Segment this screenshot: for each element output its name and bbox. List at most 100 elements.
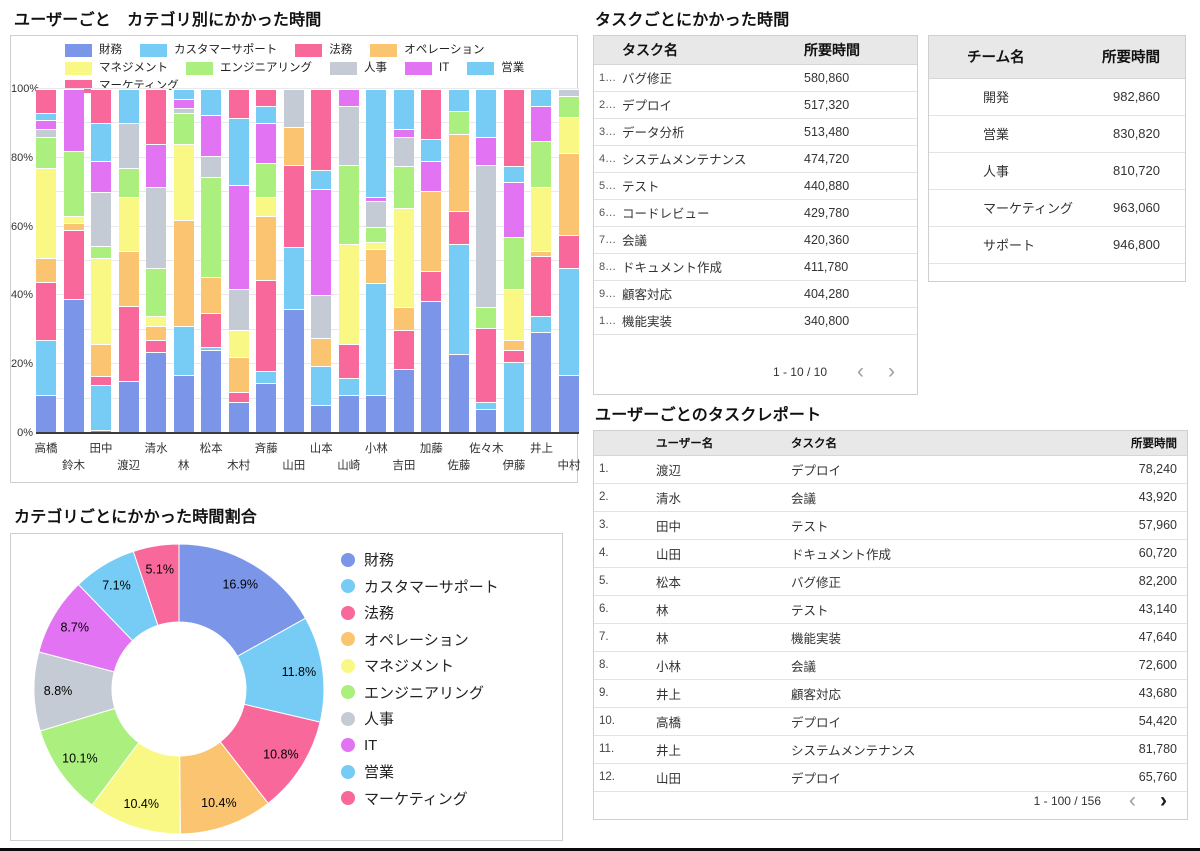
bar-segment-財務[interactable] [393, 369, 414, 433]
bar-segment-マーケティング[interactable] [256, 89, 277, 107]
bar-segment-IT[interactable] [228, 185, 249, 289]
bar-segment-法務[interactable] [531, 255, 552, 317]
bar-segment-エンジニアリング[interactable] [256, 163, 277, 198]
bar-segment-営業[interactable] [311, 169, 332, 189]
bar-segment-IT[interactable] [421, 161, 442, 191]
stacked-bar-伊藤[interactable] [503, 89, 524, 433]
bar-segment-マネジメント[interactable] [558, 116, 579, 153]
bar-segment-カスタマーサポート[interactable] [476, 402, 497, 409]
bar-segment-営業[interactable] [476, 89, 497, 138]
bar-segment-オペレーション[interactable] [36, 257, 56, 282]
bar-segment-マネジメント[interactable] [63, 216, 84, 224]
bar-segment-カスタマーサポート[interactable] [366, 283, 387, 396]
bar-segment-カスタマーサポート[interactable] [283, 247, 304, 310]
bar-segment-営業[interactable] [228, 118, 249, 186]
bar-segment-カスタマーサポート[interactable] [201, 347, 222, 351]
bar-segment-営業[interactable] [256, 106, 277, 124]
bar-segment-オペレーション[interactable] [366, 248, 387, 284]
bar-segment-エンジニアリング[interactable] [366, 226, 387, 243]
bar-segment-IT[interactable] [476, 137, 497, 165]
legend-item-人事[interactable]: 人事 [341, 707, 499, 731]
bar-segment-営業[interactable] [393, 89, 414, 129]
bar-segment-法務[interactable] [256, 279, 277, 372]
bar-segment-財務[interactable] [118, 381, 139, 433]
legend-item-IT[interactable]: IT [405, 61, 449, 76]
bar-segment-マーケティング[interactable] [146, 89, 167, 145]
stacked-bar-田中[interactable] [91, 89, 112, 433]
stacked-bar-渡辺[interactable] [118, 89, 139, 433]
stacked-bar-中村[interactable] [558, 89, 579, 433]
bar-segment-財務[interactable] [476, 408, 497, 433]
donut-slice-財務[interactable] [178, 543, 307, 657]
legend-item-営業[interactable]: 営業 [467, 61, 524, 76]
bar-segment-マネジメント[interactable] [173, 144, 194, 220]
bar-segment-マネジメント[interactable] [393, 207, 414, 308]
bar-segment-エンジニアリング[interactable] [338, 164, 359, 244]
bar-segment-法務[interactable] [503, 350, 524, 363]
bar-segment-財務[interactable] [448, 353, 469, 433]
bar-segment-財務[interactable] [558, 374, 579, 433]
bar-segment-マネジメント[interactable] [256, 197, 277, 217]
bar-segment-エンジニアリング[interactable] [118, 168, 139, 198]
stacked-bar-山本[interactable] [311, 89, 332, 433]
stacked-bar-木村[interactable] [228, 89, 249, 433]
bar-segment-マーケティング[interactable] [503, 89, 524, 167]
bar-segment-マーケティング[interactable] [311, 89, 332, 170]
bar-segment-法務[interactable] [228, 391, 249, 403]
bar-segment-財務[interactable] [63, 298, 84, 433]
bar-segment-財務[interactable] [421, 300, 442, 433]
bar-segment-法務[interactable] [283, 164, 304, 248]
bar-segment-エンジニアリング[interactable] [91, 245, 112, 258]
bar-segment-エンジニアリング[interactable] [146, 267, 167, 317]
bar-segment-IT[interactable] [531, 106, 552, 141]
bar-segment-カスタマーサポート[interactable] [256, 371, 277, 384]
bar-segment-オペレーション[interactable] [118, 250, 139, 306]
bar-segment-カスタマーサポート[interactable] [173, 326, 194, 375]
bar-segment-マネジメント[interactable] [36, 168, 56, 258]
bar-segment-法務[interactable] [146, 340, 167, 353]
bar-segment-マネジメント[interactable] [366, 242, 387, 249]
bar-segment-エンジニアリング[interactable] [558, 95, 579, 117]
bar-segment-財務[interactable] [366, 395, 387, 433]
bar-segment-営業[interactable] [118, 89, 139, 124]
bar-segment-法務[interactable] [36, 281, 56, 341]
stacked-bar-山田[interactable] [283, 89, 304, 433]
bar-segment-オペレーション[interactable] [256, 216, 277, 280]
bar-segment-エンジニアリング[interactable] [393, 166, 414, 208]
stacked-bar-山崎[interactable] [338, 89, 359, 433]
stacked-bar-清水[interactable] [146, 89, 167, 433]
bar-segment-法務[interactable] [476, 328, 497, 403]
bar-segment-オペレーション[interactable] [531, 250, 552, 256]
bar-segment-営業[interactable] [531, 89, 552, 107]
bar-segment-オペレーション[interactable] [311, 338, 332, 366]
bar-segment-人事[interactable] [311, 295, 332, 339]
bar-segment-オペレーション[interactable] [283, 126, 304, 165]
bar-segment-財務[interactable] [228, 402, 249, 433]
legend-item-カスタマーサポート[interactable]: カスタマーサポート [140, 43, 277, 58]
bar-segment-カスタマーサポート[interactable] [531, 316, 552, 332]
bar-segment-財務[interactable] [531, 331, 552, 433]
bar-segment-IT[interactable] [146, 144, 167, 188]
bar-segment-オペレーション[interactable] [448, 133, 469, 212]
bar-segment-営業[interactable] [201, 89, 222, 115]
stacked-bar-斉藤[interactable] [256, 89, 277, 433]
bar-segment-マネジメント[interactable] [338, 243, 359, 344]
bar-segment-エンジニアリング[interactable] [63, 150, 84, 217]
bar-segment-営業[interactable] [366, 89, 387, 198]
bar-segment-オペレーション[interactable] [558, 152, 579, 236]
legend-item-エンジニアリング[interactable]: エンジニアリング [186, 61, 312, 76]
bar-segment-カスタマーサポート[interactable] [91, 384, 112, 430]
bar-segment-人事[interactable] [366, 200, 387, 227]
bar-segment-財務[interactable] [173, 374, 194, 433]
bar-segment-財務[interactable] [256, 383, 277, 433]
bar-segment-財務[interactable] [146, 352, 167, 433]
bar-segment-エンジニアリング[interactable] [173, 113, 194, 145]
bar-segment-エンジニアリング[interactable] [36, 137, 56, 169]
bar-segment-マーケティング[interactable] [421, 89, 442, 139]
bar-segment-エンジニアリング[interactable] [201, 176, 222, 277]
legend-item-人事[interactable]: 人事 [330, 61, 387, 76]
bar-segment-オペレーション[interactable] [91, 343, 112, 377]
bar-segment-IT[interactable] [173, 99, 194, 108]
bar-segment-法務[interactable] [448, 211, 469, 244]
bar-segment-人事[interactable] [476, 164, 497, 308]
